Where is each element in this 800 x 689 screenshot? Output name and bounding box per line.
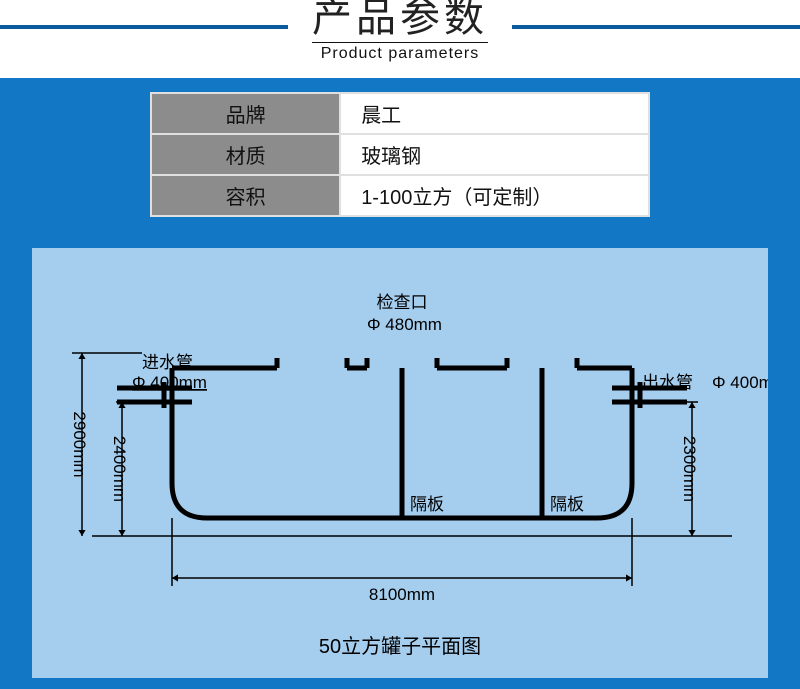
parameters-table: 品牌 晨工 材质 玻璃钢 容积 1-100立方（可定制） — [150, 92, 650, 217]
svg-text:进水管: 进水管 — [142, 353, 193, 372]
param-label: 容积 — [151, 175, 340, 216]
tank-diagram: 8100mm2900mm2400mm2300mm检查口Φ 480mm进水管Φ 4… — [32, 248, 768, 678]
header-title-box: 产品参数 Product parameters — [288, 0, 512, 63]
svg-text:检查口: 检查口 — [377, 293, 428, 312]
svg-text:Φ 400mm: Φ 400mm — [712, 373, 768, 392]
table-row: 容积 1-100立方（可定制） — [151, 175, 649, 216]
diagram-panel: 8100mm2900mm2400mm2300mm检查口Φ 480mm进水管Φ 4… — [32, 248, 768, 678]
param-value: 1-100立方（可定制） — [340, 175, 649, 216]
header-title-en: Product parameters — [312, 42, 488, 63]
svg-text:2900mm: 2900mm — [70, 411, 89, 477]
param-label: 材质 — [151, 134, 340, 175]
svg-text:Φ 400mm: Φ 400mm — [132, 373, 207, 392]
svg-text:Φ 480mm: Φ 480mm — [367, 315, 442, 334]
param-value: 晨工 — [340, 93, 649, 134]
param-value: 玻璃钢 — [340, 134, 649, 175]
section-header: 产品参数 Product parameters — [0, 0, 800, 78]
svg-text:隔板: 隔板 — [410, 495, 444, 514]
svg-text:2400mm: 2400mm — [110, 436, 129, 502]
svg-text:8100mm: 8100mm — [369, 585, 435, 604]
header-title-zh: 产品参数 — [312, 0, 488, 40]
svg-text:出水管: 出水管 — [642, 373, 693, 392]
param-label: 品牌 — [151, 93, 340, 134]
table-row: 材质 玻璃钢 — [151, 134, 649, 175]
table-row: 品牌 晨工 — [151, 93, 649, 134]
svg-text:2300mm: 2300mm — [680, 436, 699, 502]
svg-text:50立方罐子平面图: 50立方罐子平面图 — [319, 635, 481, 658]
svg-text:隔板: 隔板 — [550, 495, 584, 514]
blue-background: 品牌 晨工 材质 玻璃钢 容积 1-100立方（可定制） 8100mm 2900m… — [0, 78, 800, 689]
